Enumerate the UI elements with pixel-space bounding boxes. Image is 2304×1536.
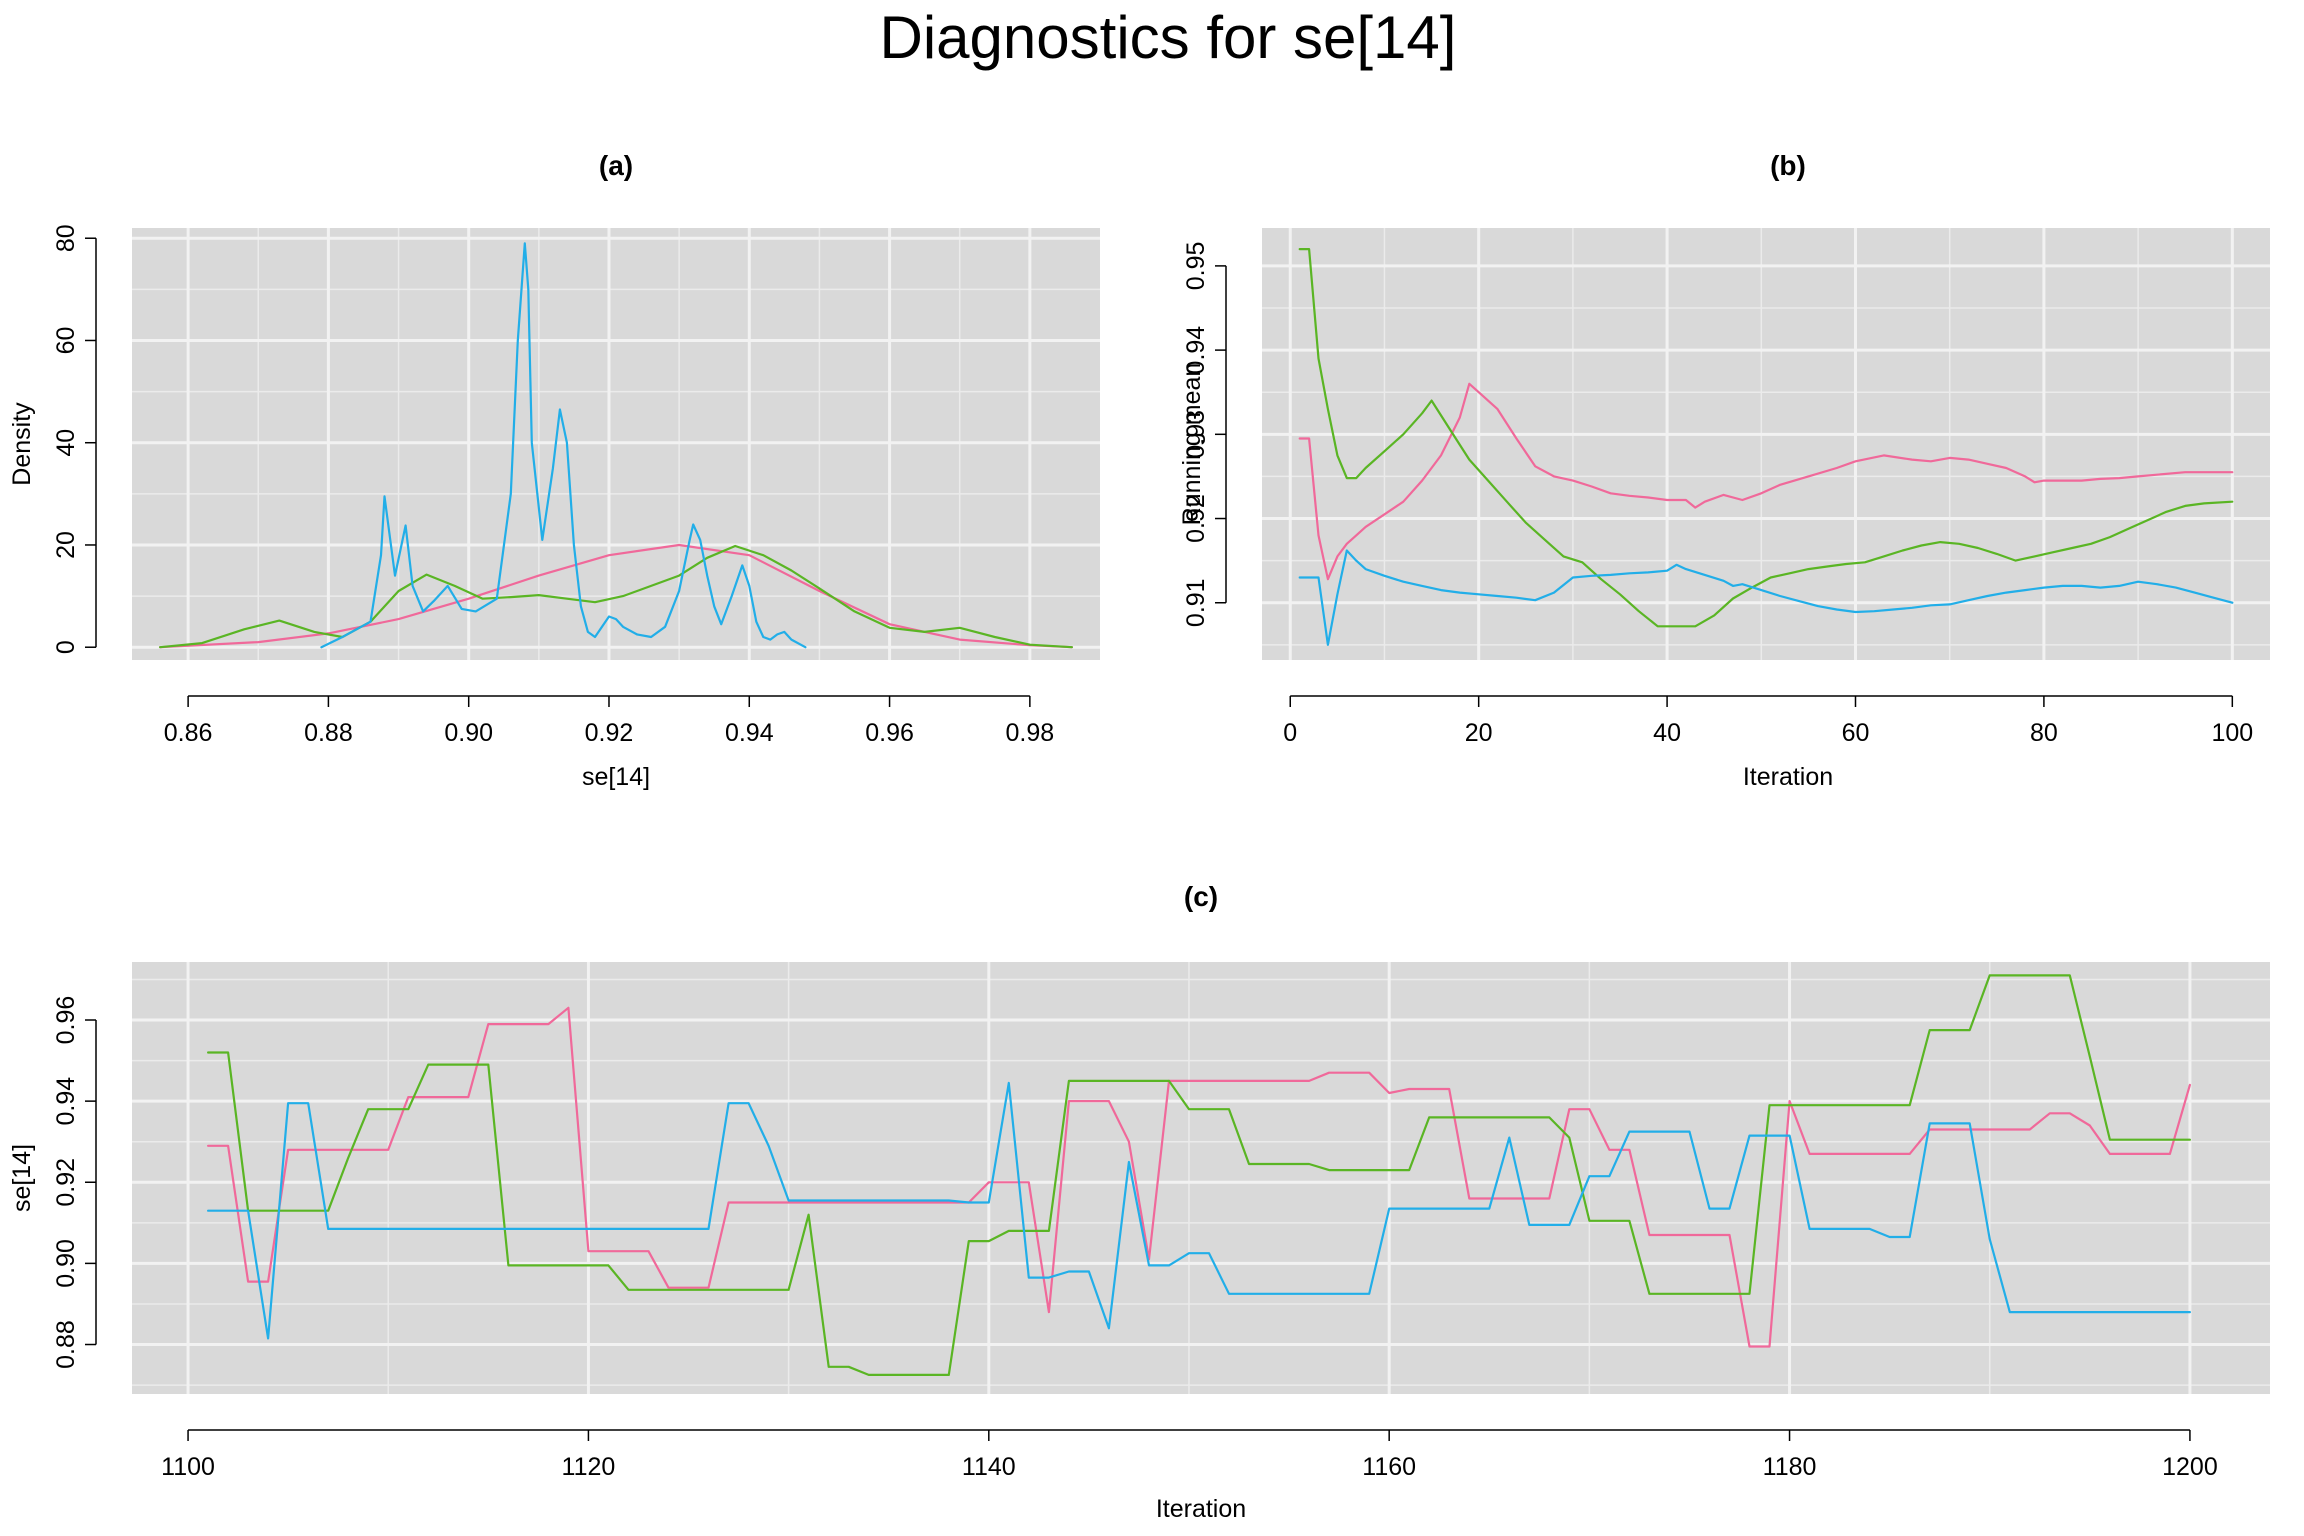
- y-tick-label: 80: [52, 224, 80, 252]
- panel-c-series-line-2: [207, 974, 2191, 1376]
- panel-b-xlabel: Iteration: [1743, 763, 1833, 791]
- y-tick-label: 0.93: [1182, 410, 1210, 459]
- x-tick-label: 0.92: [585, 719, 634, 747]
- x-tick-label: 80: [2030, 719, 2058, 747]
- panel-a-xlabel: se[14]: [582, 763, 650, 791]
- panel-a-series-line-3: [320, 242, 807, 649]
- panel-a-title: (a): [599, 150, 633, 181]
- y-tick-label: 0.88: [52, 1320, 80, 1369]
- y-tick-label: 60: [52, 327, 80, 355]
- x-tick-label: 1140: [962, 1453, 1016, 1481]
- panel-c: 1100 1120 1140 1160 1180 1200 0.88 0.90 0.92 0.94…: [8, 881, 2270, 1523]
- y-tick-label: 20: [52, 531, 80, 559]
- panel-c-title: (c): [1184, 881, 1218, 912]
- y-tick-label: 0.96: [52, 996, 80, 1045]
- panel-a-series: [159, 242, 1073, 649]
- panel-c-series: [207, 974, 2191, 1376]
- panel-c-series-line-1: [207, 1006, 2191, 1348]
- panel-a-axes: 0.86 0.88 0.90 0.92 0.94 0.96 0.98 0 20 40 60 80: [52, 224, 1054, 747]
- y-tick-label: 0.94: [1182, 326, 1210, 375]
- panel-c-background: [132, 962, 2270, 1394]
- x-tick-label: 1180: [1763, 1453, 1817, 1481]
- x-tick-label: 100: [2211, 719, 2253, 747]
- panel-b-ylabel: Running mean: [1178, 363, 1206, 526]
- panel-b-axes: 0 20 40 60 80 100 0.91 0.92 0.93 0.94 0.95: [1182, 242, 2253, 747]
- panel-a-series-line-2: [159, 544, 1073, 649]
- x-tick-label: 0.88: [304, 719, 353, 747]
- x-tick-label: 40: [1653, 719, 1681, 747]
- x-tick-label: 1120: [562, 1453, 616, 1481]
- x-tick-label: 0.86: [164, 719, 213, 747]
- x-tick-label: 1200: [2162, 1453, 2218, 1481]
- figure-title: Diagnostics for se[14]: [880, 4, 1457, 71]
- x-tick-label: 0: [1283, 719, 1297, 747]
- x-tick-label: 0.94: [725, 719, 774, 747]
- panel-b-background: [1262, 228, 2270, 660]
- panel-c-axes: 1100 1120 1140 1160 1180 1200 0.88 0.90 0.92 0.94…: [52, 996, 2218, 1481]
- panel-c-grid: [132, 962, 2270, 1394]
- x-tick-label: 1160: [1362, 1453, 1416, 1481]
- x-tick-label: 0.90: [444, 719, 493, 747]
- panel-c-xlabel: Iteration: [1156, 1495, 1246, 1523]
- panel-c-series-line-3: [207, 1081, 2191, 1340]
- panel-c-ylabel: se[14]: [8, 1144, 36, 1212]
- panel-b: 0 20 40 60 80 100 0.91 0.92 0.93 0.94 0.95 (b) Ite…: [1178, 150, 2270, 791]
- x-tick-label: 20: [1465, 719, 1493, 747]
- panel-b-series-line-3: [1298, 549, 2234, 646]
- panel-b-grid: [1262, 228, 2270, 660]
- panel-b-title: (b): [1770, 150, 1806, 181]
- panel-b-series-line-1: [1298, 382, 2234, 581]
- x-tick-label: 0.96: [865, 719, 914, 747]
- x-tick-label: 60: [1842, 719, 1870, 747]
- panel-a-series-line-1: [159, 543, 1073, 649]
- panel-b-series: [1298, 248, 2234, 646]
- y-tick-label: 0.94: [52, 1077, 80, 1126]
- x-tick-label: 0.98: [1006, 719, 1055, 747]
- y-tick-label: 0.90: [52, 1239, 80, 1288]
- y-tick-label: 40: [52, 429, 80, 457]
- panel-a: 0.86 0.88 0.90 0.92 0.94 0.96 0.98 0 20 40 60 80 (a…: [8, 150, 1100, 791]
- y-tick-label: 0: [52, 640, 80, 654]
- y-tick-label: 0.91: [1182, 578, 1210, 627]
- panel-a-ylabel: Density: [8, 402, 36, 486]
- panel-a-grid: [132, 228, 1100, 660]
- y-tick-label: 0.95: [1182, 242, 1210, 291]
- x-tick-label: 1100: [161, 1453, 215, 1481]
- y-tick-label: 0.92: [1182, 494, 1210, 543]
- panel-b-series-line-2: [1298, 248, 2234, 628]
- y-tick-label: 0.92: [52, 1158, 80, 1207]
